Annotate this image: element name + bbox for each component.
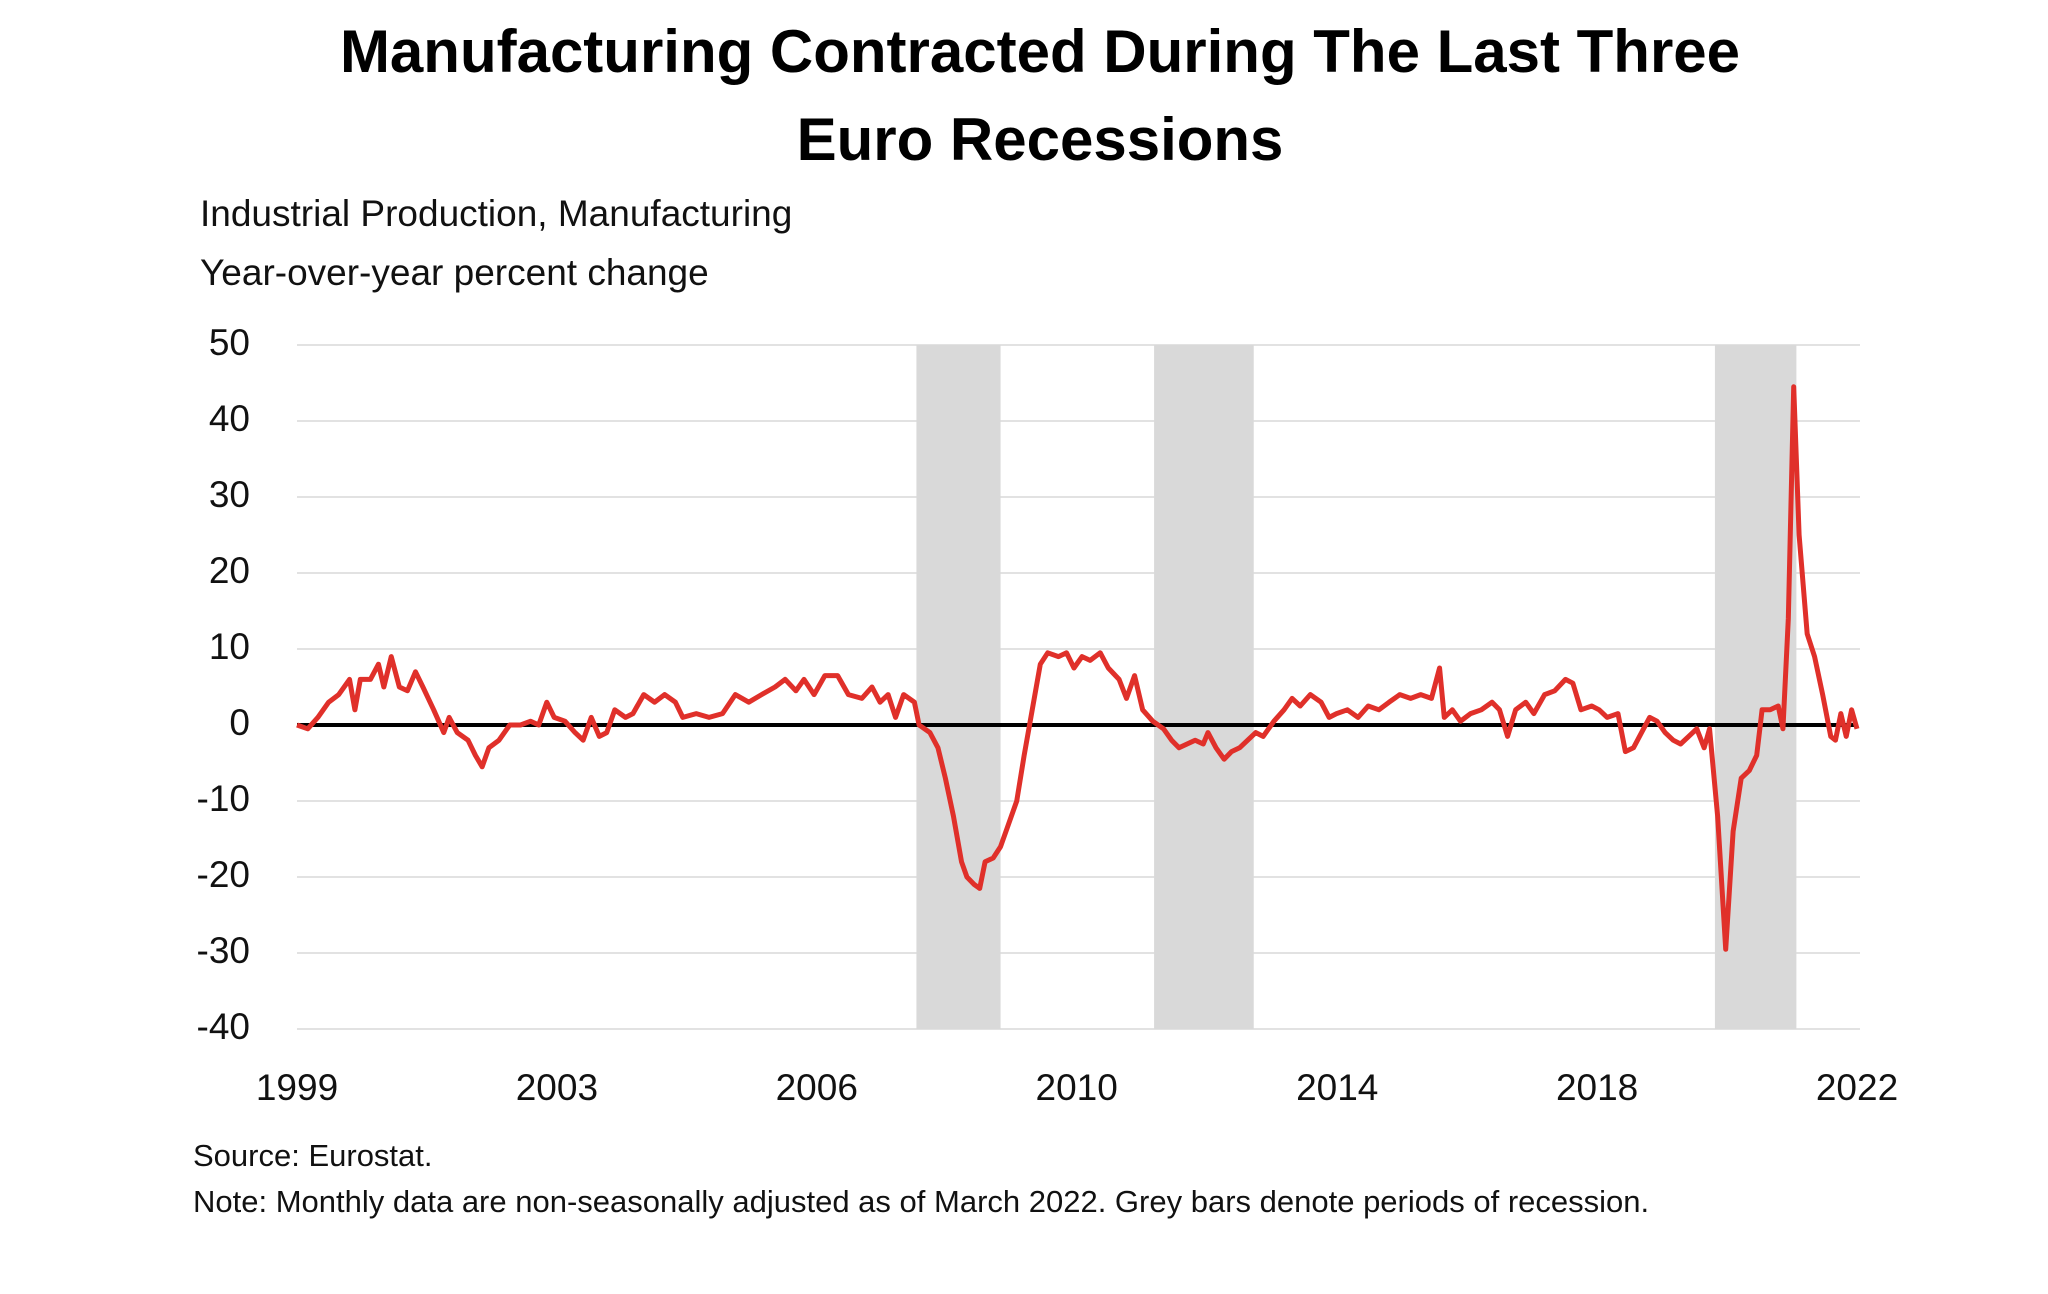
y-tick-label: -40 (197, 1006, 250, 1047)
source: Source: Eurostat. (193, 1138, 433, 1173)
chart-title: Manufacturing Contracted During The Last… (339, 18, 1741, 173)
y-tick-label: -10 (197, 778, 250, 819)
y-tick-label: 50 (209, 322, 250, 363)
y-axis-label: Year-over-year percent change (200, 252, 709, 293)
x-tick-label: 2018 (1556, 1067, 1638, 1108)
recession-bar (916, 345, 1001, 1029)
x-tick-label: 2006 (776, 1067, 858, 1108)
x-tick-label: 1999 (256, 1067, 338, 1108)
x-tick-label: 2014 (1296, 1067, 1378, 1108)
y-tick-label: 0 (229, 702, 250, 743)
y-tick-label: 40 (209, 398, 250, 439)
y-tick-label: 30 (209, 474, 250, 515)
subtitle: Industrial Production, Manufacturing (200, 193, 793, 234)
x-tick-label: 2010 (1036, 1067, 1118, 1108)
note: Note: Monthly data are non-seasonally ad… (193, 1184, 1650, 1219)
y-tick-label: -30 (197, 930, 250, 971)
y-tick-label: -20 (197, 854, 250, 895)
recession-bar (1154, 345, 1254, 1029)
x-tick-label: 2022 (1816, 1067, 1898, 1108)
y-tick-label: 10 (209, 626, 250, 667)
data-line (296, 384, 1860, 952)
x-tick-label: 2003 (516, 1067, 598, 1108)
y-tick-label: 20 (209, 550, 250, 591)
